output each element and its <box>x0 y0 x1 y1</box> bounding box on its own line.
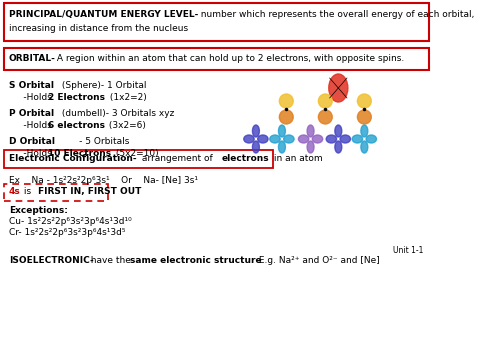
Ellipse shape <box>335 125 342 137</box>
Ellipse shape <box>361 125 368 137</box>
Ellipse shape <box>298 135 309 143</box>
Text: same electronic structure: same electronic structure <box>130 256 262 265</box>
Ellipse shape <box>258 135 268 143</box>
Text: Cr- 1s²2s²2p⁶3s²3p⁶4s¹3d⁵: Cr- 1s²2s²2p⁶3s²3p⁶4s¹3d⁵ <box>8 228 125 237</box>
FancyBboxPatch shape <box>4 150 274 168</box>
Text: P Orbital: P Orbital <box>8 109 54 118</box>
Text: Exceptions:: Exceptions: <box>8 206 68 215</box>
Text: is: is <box>21 187 34 196</box>
Text: - 5 Orbitals: - 5 Orbitals <box>59 137 130 146</box>
Ellipse shape <box>312 135 322 143</box>
FancyBboxPatch shape <box>4 3 430 41</box>
Ellipse shape <box>340 135 350 143</box>
Ellipse shape <box>361 141 368 153</box>
Text: 4s: 4s <box>8 187 20 196</box>
Text: electrons: electrons <box>221 154 269 163</box>
Ellipse shape <box>280 94 293 108</box>
Text: (1x2=2): (1x2=2) <box>106 93 146 102</box>
Ellipse shape <box>358 94 372 108</box>
Ellipse shape <box>252 141 260 153</box>
Text: ISOELECTRONIC-: ISOELECTRONIC- <box>8 256 93 265</box>
Text: PRINCIPAL/QUANTUM ENERGY LEVEL-: PRINCIPAL/QUANTUM ENERGY LEVEL- <box>8 10 198 19</box>
Ellipse shape <box>307 125 314 137</box>
Ellipse shape <box>280 110 293 124</box>
Text: Cu- 1s²2s²2p⁶3s²3p⁶4s¹3d¹⁰: Cu- 1s²2s²2p⁶3s²3p⁶4s¹3d¹⁰ <box>8 217 132 226</box>
Text: FIRST IN, FIRST OUT: FIRST IN, FIRST OUT <box>38 187 142 196</box>
Ellipse shape <box>352 135 362 143</box>
Text: arrangement of: arrangement of <box>139 154 216 163</box>
Ellipse shape <box>270 135 280 143</box>
FancyBboxPatch shape <box>4 48 430 70</box>
Text: number which represents the overall energy of each orbital,: number which represents the overall ener… <box>195 10 474 19</box>
Ellipse shape <box>318 94 332 108</box>
Text: ORBITAL-: ORBITAL- <box>8 54 56 63</box>
Text: -Holds: -Holds <box>8 121 54 130</box>
Text: (Sphere)- 1 Orbital: (Sphere)- 1 Orbital <box>59 81 146 90</box>
Ellipse shape <box>284 135 294 143</box>
Ellipse shape <box>326 135 336 143</box>
Ellipse shape <box>358 110 372 124</box>
Text: A region within an atom that can hold up to 2 electrons, with opposite spins.: A region within an atom that can hold up… <box>54 54 404 63</box>
Text: 10 Electrons: 10 Electrons <box>48 149 111 158</box>
Ellipse shape <box>335 141 342 153</box>
Text: 6 electrons: 6 electrons <box>48 121 104 130</box>
Ellipse shape <box>244 135 254 143</box>
Text: (dumbell)- 3 Orbitals xyz: (dumbell)- 3 Orbitals xyz <box>59 109 174 118</box>
Ellipse shape <box>307 141 314 153</box>
Text: have the: have the <box>85 256 134 265</box>
Text: in an atom: in an atom <box>270 154 322 163</box>
Text: (5x2=10): (5x2=10) <box>113 149 158 158</box>
Ellipse shape <box>366 135 376 143</box>
Text: D Orbital: D Orbital <box>8 137 54 146</box>
Text: Ex    Na - 1s²2s²2p⁶3s¹    Or    Na- [Ne] 3s¹: Ex Na - 1s²2s²2p⁶3s¹ Or Na- [Ne] 3s¹ <box>8 176 198 185</box>
Text: 2 Electrons: 2 Electrons <box>48 93 104 102</box>
Text: Electronic Configuration-: Electronic Configuration- <box>8 154 136 163</box>
Text: -Holds: -Holds <box>8 149 54 158</box>
Ellipse shape <box>278 141 285 153</box>
Ellipse shape <box>252 125 260 137</box>
Text: (3x2=6): (3x2=6) <box>106 121 146 130</box>
Text: S Orbital: S Orbital <box>8 81 54 90</box>
Ellipse shape <box>278 125 285 137</box>
Text: Unit 1-1: Unit 1-1 <box>393 246 424 255</box>
Text: -Holds: -Holds <box>8 93 54 102</box>
Ellipse shape <box>329 74 348 102</box>
Text: E.g. Na²⁺ and O²⁻ and [Ne]: E.g. Na²⁺ and O²⁻ and [Ne] <box>256 256 380 265</box>
FancyBboxPatch shape <box>4 184 108 201</box>
Ellipse shape <box>318 110 332 124</box>
Text: increasing in distance from the nucleus: increasing in distance from the nucleus <box>8 24 188 33</box>
